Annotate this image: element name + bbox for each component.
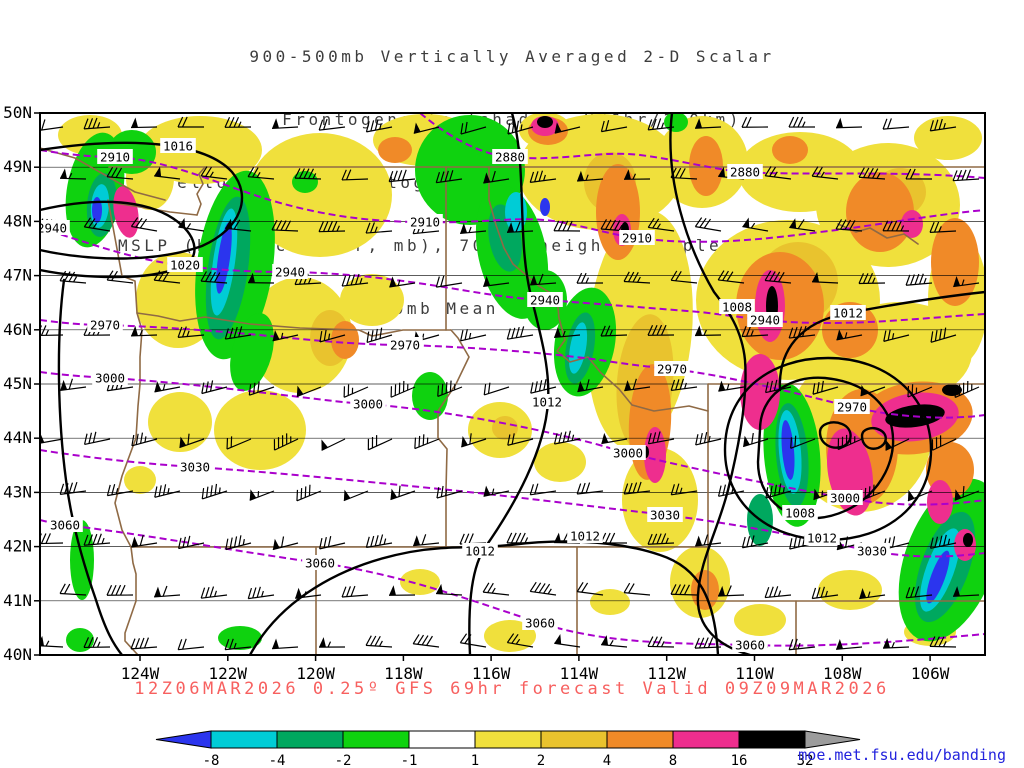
colorbar-tick-label: -8 <box>203 753 220 768</box>
svg-text:3030: 3030 <box>857 544 887 559</box>
x-tick-label: 124W <box>121 664 160 683</box>
svg-text:3030: 3030 <box>180 460 210 475</box>
svg-text:2940: 2940 <box>37 221 67 236</box>
svg-text:2880: 2880 <box>730 165 760 180</box>
y-tick-label: 47N <box>3 266 32 285</box>
x-tick-label: 122W <box>209 664 248 683</box>
colorbar: -8 -4 -2 -1 1 2 4 8 16 32 <box>155 730 861 768</box>
x-tick-label: 120W <box>296 664 335 683</box>
svg-text:2940: 2940 <box>275 265 305 280</box>
colorbar-segment <box>474 730 542 749</box>
contour-labels-layer: 2910 2880 2880 2940 2910 2910 2940 2940 2940 2970… <box>37 138 890 653</box>
svg-text:3060: 3060 <box>305 556 335 571</box>
colorbar-tick-label: 1 <box>471 753 479 768</box>
colorbar-segment <box>276 730 344 749</box>
colorbar-segment <box>408 730 476 749</box>
y-tick-label: 46N <box>3 320 32 339</box>
svg-text:2910: 2910 <box>622 231 652 246</box>
credit-link[interactable]: moe.met.fsu.edu/banding <box>798 746 1006 764</box>
svg-text:2880: 2880 <box>495 150 525 165</box>
x-tick-label: 110W <box>735 664 774 683</box>
svg-text:1012: 1012 <box>532 395 562 410</box>
y-tick-label: 41N <box>3 591 32 610</box>
svg-text:3000: 3000 <box>613 446 643 461</box>
svg-text:1012: 1012 <box>570 529 600 544</box>
svg-text:1020: 1020 <box>170 258 200 273</box>
wind-barbs-layer <box>40 116 980 651</box>
y-tick-label: 48N <box>3 211 32 230</box>
svg-text:1012: 1012 <box>807 531 837 546</box>
svg-text:1012: 1012 <box>833 306 863 321</box>
colorbar-tick-label: 32 <box>797 753 814 768</box>
y-tick-label: 42N <box>3 537 32 556</box>
svg-text:2910: 2910 <box>410 215 440 230</box>
svg-text:3060: 3060 <box>525 616 555 631</box>
x-tick-label: 112W <box>647 664 686 683</box>
colorbar-segment <box>738 730 806 749</box>
svg-text:3030: 3030 <box>650 508 680 523</box>
svg-text:1012: 1012 <box>465 544 495 559</box>
x-tick-label: 106W <box>911 664 950 683</box>
svg-text:3000: 3000 <box>830 491 860 506</box>
y-tick-label: 40N <box>3 645 32 664</box>
svg-text:1008: 1008 <box>722 300 752 315</box>
svg-text:1016: 1016 <box>163 139 193 154</box>
svg-text:3060: 3060 <box>50 518 80 533</box>
colorbar-tick-label: 16 <box>731 753 748 768</box>
axes-layer: 124W 122W 120W 118W 116W 114W 112W 110W 108W 106W… <box>3 103 986 683</box>
y-tick-label: 50N <box>3 103 32 122</box>
title-line-1: 900-500mb Vertically Averaged 2-D Scalar <box>249 47 775 66</box>
colorbar-segment <box>342 730 410 749</box>
svg-text:2970: 2970 <box>90 318 120 333</box>
colorbar-over-arrow <box>804 730 861 749</box>
colorbar-tick-label: -1 <box>401 753 418 768</box>
colorbar-segment <box>672 730 740 749</box>
svg-text:2940: 2940 <box>750 313 780 328</box>
svg-text:2970: 2970 <box>390 338 420 353</box>
x-tick-label: 118W <box>384 664 423 683</box>
svg-text:3060: 3060 <box>735 638 765 653</box>
svg-text:1008: 1008 <box>785 506 815 521</box>
colorbar-under-arrow <box>155 730 212 749</box>
svg-text:2970: 2970 <box>837 400 867 415</box>
svg-text:2970: 2970 <box>657 362 687 377</box>
svg-text:3000: 3000 <box>95 371 125 386</box>
colorbar-tick-label: 4 <box>603 753 611 768</box>
y-tick-label: 43N <box>3 482 32 501</box>
y-tick-label: 44N <box>3 428 32 447</box>
svg-text:2940: 2940 <box>530 293 560 308</box>
colorbar-segment <box>540 730 608 749</box>
x-tick-label: 114W <box>560 664 599 683</box>
map-content: 2910 2880 2880 2940 2910 2910 2940 2940 2940 2970… <box>37 113 985 655</box>
y-tick-label: 49N <box>3 157 32 176</box>
colorbar-segment <box>210 730 278 749</box>
svg-text:2910: 2910 <box>100 150 130 165</box>
y-tick-label: 45N <box>3 374 32 393</box>
colorbar-tick-label: 2 <box>537 753 545 768</box>
colorbar-segment <box>606 730 674 749</box>
svg-text:3000: 3000 <box>353 397 383 412</box>
colorbar-tick-label: 8 <box>669 753 677 768</box>
colorbar-tick-label: -4 <box>269 753 286 768</box>
x-tick-label: 116W <box>472 664 511 683</box>
x-tick-label: 108W <box>823 664 862 683</box>
forecast-validity-text: 12Z06MAR2026 0.25º GFS 69hr forecast Val… <box>134 679 890 699</box>
colorbar-tick-label: -2 <box>335 753 352 768</box>
